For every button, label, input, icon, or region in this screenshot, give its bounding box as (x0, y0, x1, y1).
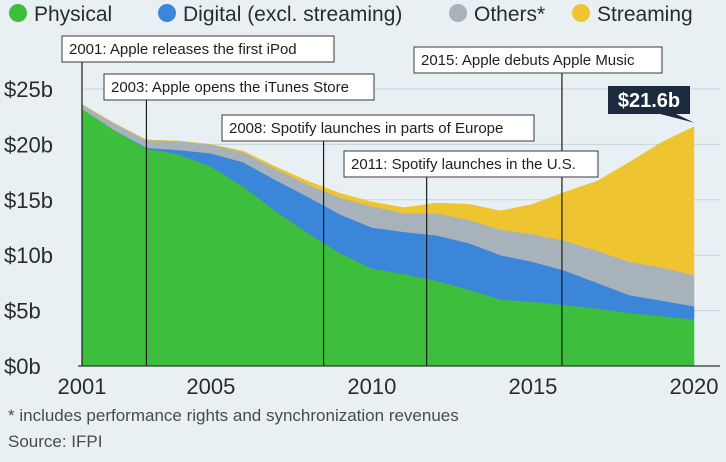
total-callout: $21.6b (608, 86, 694, 123)
annotation-2015: 2015: Apple debuts Apple Music (413, 46, 663, 74)
y-tick-label: $15b (4, 188, 53, 213)
axes: $0b $5b $10b $15b $20b $25b 2001 2005 2010 2015 20… (4, 77, 720, 399)
annotation-label: 2003: Apple opens the iTunes Store (111, 79, 349, 96)
annotation-box (61, 35, 335, 63)
y-tick-label: $20b (4, 132, 53, 157)
annotation-box (103, 73, 375, 101)
callout-label: $21.6b (618, 90, 680, 112)
legend-swatch (9, 4, 27, 22)
y-tick-label: $25b (4, 77, 53, 102)
plot-areas (81, 104, 695, 367)
x-tick-label: 2001 (58, 374, 107, 399)
annotation-label: 2011: Spotify launches in the U.S. (351, 156, 576, 173)
legend-swatch (572, 4, 590, 22)
legend-label: Physical (34, 3, 112, 26)
legend-swatch (449, 4, 467, 22)
annotation-lines (81, 62, 563, 366)
y-tick-label: $5b (4, 299, 41, 324)
y-tick-label: $0b (4, 354, 41, 379)
legend-label: Streaming (597, 3, 693, 26)
annotation-2003: 2003: Apple opens the iTunes Store (103, 73, 375, 101)
legend-label: Digital (excl. streaming) (183, 3, 402, 26)
legend-item-digital-excl-streaming: Digital (excl. streaming) (158, 3, 402, 26)
y-tick-label: $10b (4, 243, 53, 268)
annotation-label: 2001: Apple releases the first iPod (69, 41, 297, 58)
area-streaming (81, 104, 695, 276)
callout-pointer (660, 114, 694, 123)
x-tick-label: 2010 (347, 374, 396, 399)
annotation-2011: 2011: Spotify launches in the U.S. (343, 150, 599, 178)
callout-box (608, 86, 690, 114)
legend-label: Others* (474, 3, 545, 26)
revenue-chart: Physical Digital (excl. streaming) Others*… (4, 3, 720, 399)
legend-item-physical: Physical (9, 3, 112, 26)
annotation-box (343, 150, 599, 178)
legend-item-streaming: Streaming (572, 3, 693, 26)
x-tick-label: 2005 (186, 374, 235, 399)
x-tick-label: 2015 (508, 374, 557, 399)
annotation-box (221, 114, 535, 142)
annotation-2001: 2001: Apple releases the first iPod (61, 35, 335, 63)
annotations: 2001: Apple releases the first iPod 2003:… (61, 35, 663, 178)
legend-item-others: Others* (449, 3, 545, 26)
annotation-2008: 2008: Spotify launches in parts of Europ… (221, 114, 535, 142)
legend: Physical Digital (excl. streaming) Others*… (9, 3, 693, 26)
footnote: * includes performance rights and synchr… (8, 406, 459, 425)
source-note: Source: IFPI (8, 432, 103, 451)
legend-swatch (158, 4, 176, 22)
annotation-label: 2015: Apple debuts Apple Music (421, 52, 635, 69)
x-tick-label: 2020 (670, 374, 719, 399)
annotation-box (413, 46, 663, 74)
annotation-label: 2008: Spotify launches in parts of Europ… (229, 120, 503, 137)
callout: $21.6b (608, 86, 694, 123)
